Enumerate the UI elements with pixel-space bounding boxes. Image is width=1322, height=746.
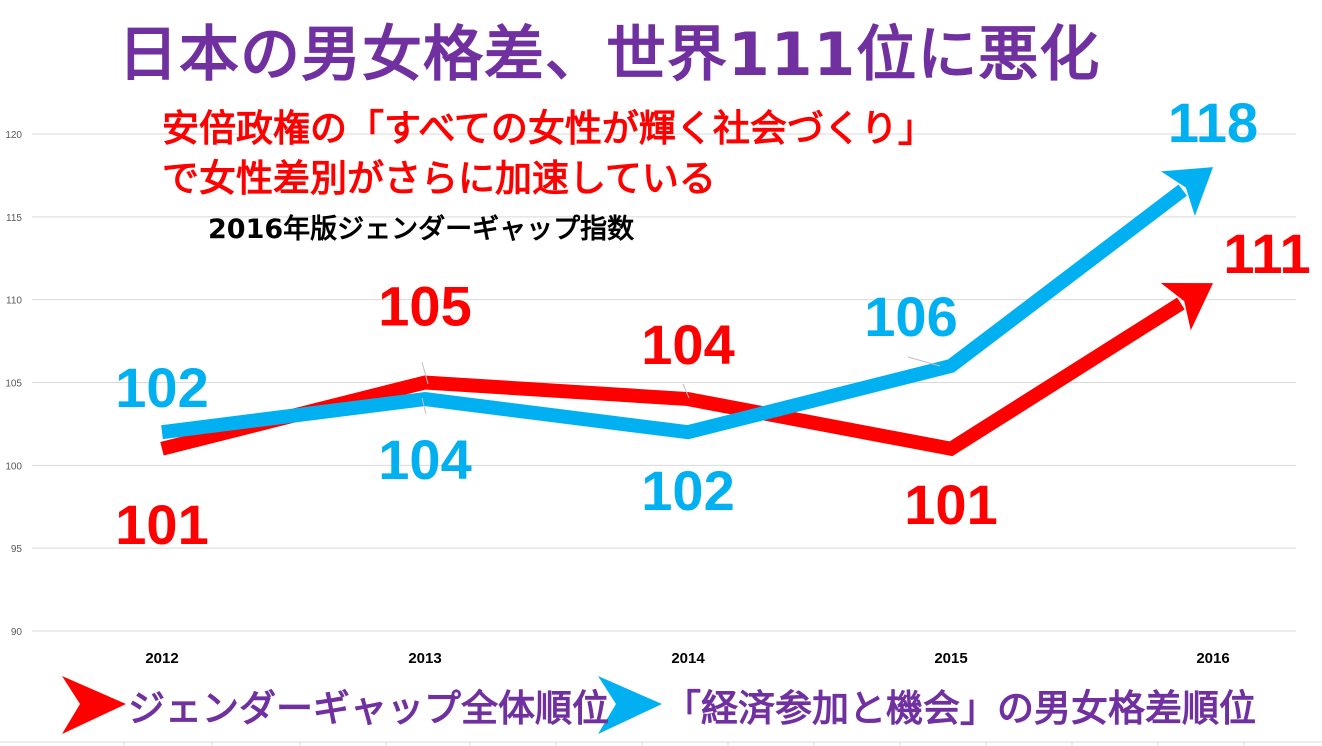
label-leader-line (421, 361, 429, 385)
x-tick-labels: 2012 2013 2014 2015 2016 (145, 650, 1229, 667)
y-tick-label: 105 (5, 379, 22, 390)
data-label: 118 (1168, 91, 1258, 154)
page-title: 日本の男女格差、世界111位に悪化 (118, 20, 1101, 90)
label-leader-line (421, 397, 427, 415)
data-label: 104 (378, 428, 471, 491)
data-label: 101 (904, 473, 997, 536)
data-label: 104 (641, 313, 734, 376)
series-arrow-head (1161, 167, 1213, 217)
legend-markers (62, 676, 662, 734)
legend-marker-overall (62, 676, 126, 734)
series-lines (160, 167, 1213, 457)
subtitle-line-1: 安倍政権の「すべての女性が輝く社会づくり」 (162, 107, 935, 150)
x-tick-label: 2015 (934, 650, 967, 667)
y-tick-labels: 90 95 100 105 110 115 120 (5, 130, 22, 638)
y-tick-label: 95 (11, 544, 23, 555)
x-tick-label: 2012 (145, 650, 178, 667)
series-line (161, 184, 1187, 440)
y-tick-label: 100 (5, 461, 22, 472)
series-arrow-head (1160, 282, 1213, 331)
data-label: 102 (641, 459, 734, 522)
data-label: 106 (864, 285, 957, 348)
x-tick-label: 2016 (1196, 650, 1229, 667)
label-leader-line (682, 383, 690, 399)
data-label: 105 (378, 275, 471, 338)
legend-label-economic: 「経済参加と機会」の男女格差順位 (664, 687, 1256, 730)
y-tick-label: 115 (6, 213, 22, 224)
x-tick-label: 2014 (671, 650, 705, 667)
legend-label-overall: ジェンダーギャップ全体順位 (128, 687, 609, 730)
subtitle-line-2: で女性差別がさらに加速している (162, 157, 716, 200)
y-tick-label: 120 (5, 130, 22, 141)
chart-caption: 2016年版ジェンダーギャップ指数 (208, 214, 635, 245)
data-label: 102 (115, 356, 208, 419)
grid-lines (0, 133, 1322, 746)
data-labels: 101 105 104 101 111 102 104 102 106 118 (115, 91, 1310, 556)
y-tick-label: 90 (11, 627, 23, 638)
data-label: 111 (1223, 222, 1310, 285)
legend-marker-economic (598, 676, 662, 734)
label-leader-line (907, 356, 941, 367)
y-tick-label: 110 (6, 296, 22, 307)
data-label: 101 (115, 493, 208, 556)
x-tick-label: 2013 (408, 650, 441, 667)
